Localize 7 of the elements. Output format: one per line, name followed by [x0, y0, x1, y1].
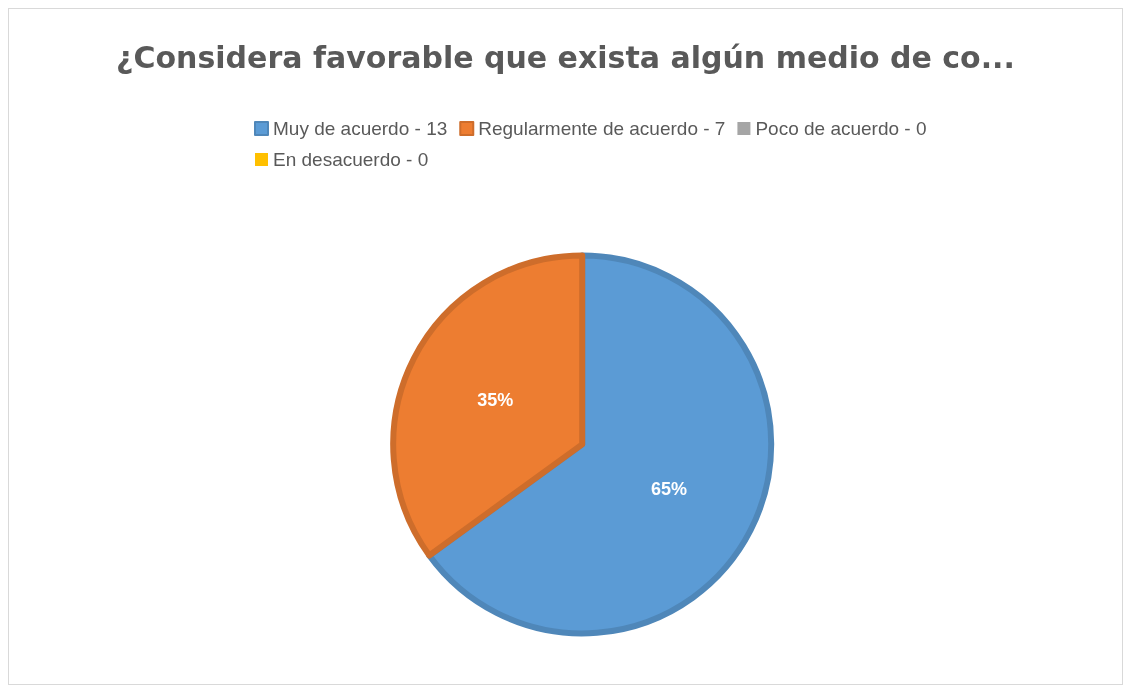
- legend-label: Regularmente de acuerdo - 7: [478, 118, 726, 139]
- legend-label: Muy de acuerdo - 13: [273, 118, 448, 139]
- legend-label: Poco de acuerdo - 0: [755, 118, 927, 139]
- data-label: 65%: [651, 478, 688, 499]
- data-label: 35%: [477, 390, 514, 411]
- chart-title: ¿Considera favorable que exista algún medio de co...: [116, 39, 1015, 75]
- legend-label: En desacuerdo - 0: [273, 149, 429, 170]
